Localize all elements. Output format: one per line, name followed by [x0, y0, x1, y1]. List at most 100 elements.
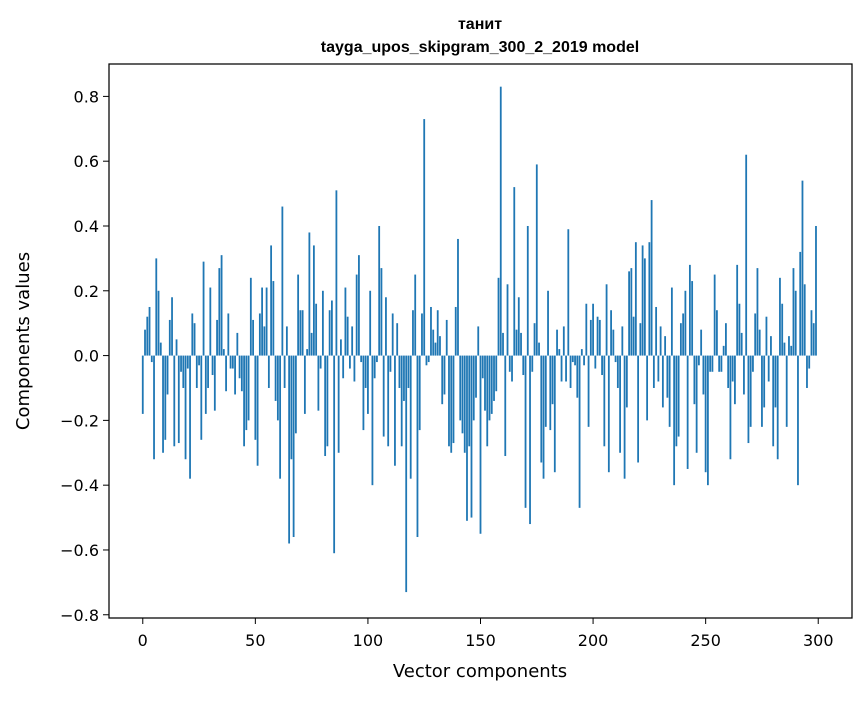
- bar-183: [553, 355, 556, 473]
- bar-35: [220, 255, 223, 356]
- bar-20: [186, 355, 189, 369]
- bar-175: [535, 164, 538, 356]
- bar-155: [490, 355, 493, 414]
- bar-211: [616, 355, 619, 388]
- bar-95: [355, 274, 358, 356]
- y-axis-ticks: −0.8 −0.6 −0.4 −0.2 0.0 0.2 0.4 0.6 0.8: [60, 87, 109, 625]
- bar-190: [569, 355, 572, 388]
- y-tick-label: −0.8: [60, 606, 99, 625]
- bar-150: [479, 355, 482, 534]
- bar-22: [191, 313, 194, 356]
- x-tick-label: 300: [803, 631, 834, 650]
- bar-275: [761, 355, 763, 427]
- bar-44: [240, 355, 243, 392]
- bar-114: [398, 355, 401, 388]
- bar-6: [155, 258, 158, 356]
- bar-12: [168, 319, 171, 356]
- bar-299: [815, 225, 817, 356]
- bar-18: [182, 355, 185, 388]
- bar-176: [538, 342, 540, 356]
- bar-279: [770, 336, 772, 356]
- bar-46: [245, 355, 248, 431]
- bar-26: [200, 355, 203, 440]
- bar-192: [574, 355, 576, 366]
- bar-96: [358, 255, 360, 356]
- bar-228: [655, 306, 658, 356]
- bar-181: [549, 355, 552, 431]
- bar-189: [567, 229, 570, 356]
- bar-116: [403, 355, 405, 401]
- bar-220: [637, 355, 640, 463]
- bar-149: [477, 326, 480, 356]
- bar-201: [594, 355, 597, 369]
- bar-133: [441, 355, 444, 405]
- bar-5: [153, 355, 155, 460]
- bar-159: [499, 86, 502, 356]
- bar-188: [565, 355, 567, 382]
- bar-258: [722, 345, 725, 356]
- bar-66: [290, 355, 293, 460]
- bar-71: [301, 310, 304, 356]
- bar-285: [783, 342, 786, 356]
- bar-59: [274, 355, 277, 401]
- bar-161: [504, 355, 507, 457]
- plot-frame: [108, 63, 853, 619]
- bar-217: [630, 268, 633, 356]
- bar-127: [427, 355, 430, 363]
- bars-group: [141, 86, 817, 593]
- bar-141: [459, 355, 462, 421]
- bar-36: [222, 349, 225, 356]
- bar-271: [752, 355, 754, 372]
- bar-235: [670, 287, 673, 356]
- bar-87: [337, 355, 340, 453]
- bar-31: [211, 355, 214, 376]
- bar-182: [551, 355, 554, 405]
- bar-47: [247, 355, 250, 421]
- bar-119: [409, 355, 412, 479]
- bar-213: [621, 326, 624, 356]
- bar-138: [452, 355, 455, 444]
- bar-32: [213, 355, 216, 411]
- bar-84: [331, 300, 333, 356]
- bar-111: [391, 313, 394, 356]
- bar-89: [342, 355, 345, 379]
- bar-224: [646, 355, 649, 421]
- bar-123: [418, 355, 421, 431]
- bar-124: [421, 313, 423, 356]
- bar-88: [340, 339, 342, 356]
- bar-278: [767, 355, 770, 382]
- bar-214: [623, 355, 626, 479]
- bar-204: [601, 355, 603, 376]
- bar-216: [628, 271, 630, 356]
- bar-240: [682, 313, 685, 356]
- bar-241: [684, 290, 687, 356]
- bar-93: [351, 326, 354, 356]
- bar-212: [619, 355, 621, 453]
- bar-171: [526, 225, 529, 356]
- bar-94: [353, 355, 356, 382]
- bar-260: [727, 355, 730, 388]
- bar-156: [493, 355, 495, 401]
- y-tick-label: 0.8: [74, 87, 99, 106]
- bar-231: [661, 355, 664, 408]
- bar-199: [589, 319, 592, 356]
- bar-221: [639, 323, 642, 356]
- bar-140: [457, 238, 459, 356]
- bar-289: [792, 268, 795, 356]
- bar-74: [308, 232, 311, 356]
- bar-98: [362, 355, 365, 431]
- bar-229: [657, 355, 660, 382]
- bar-129: [432, 329, 435, 356]
- bar-117: [405, 355, 408, 593]
- bar-27: [202, 261, 205, 356]
- bar-197: [585, 303, 588, 356]
- bar-131: [436, 310, 439, 356]
- x-tick-label: 250: [690, 631, 721, 650]
- bar-255: [716, 310, 718, 356]
- bar-269: [747, 355, 750, 444]
- bar-143: [463, 355, 466, 453]
- bar-54: [263, 326, 266, 356]
- bar-78: [317, 355, 320, 411]
- bar-75: [310, 332, 313, 356]
- bar-147: [472, 355, 475, 421]
